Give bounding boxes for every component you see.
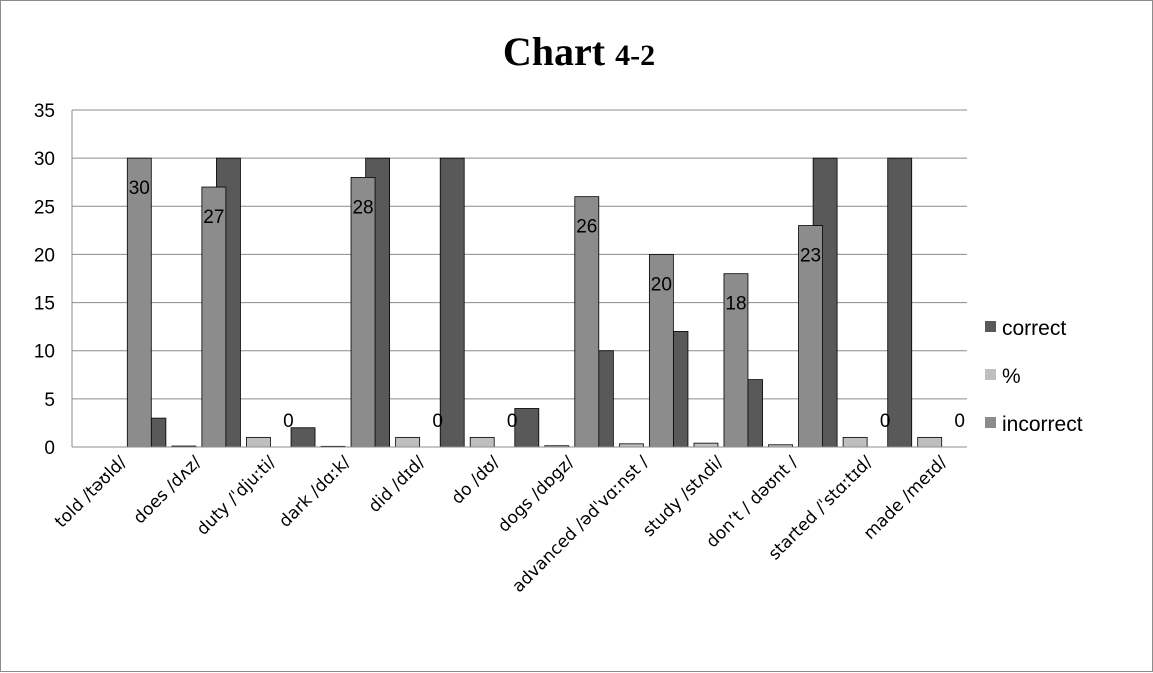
bar--5 (469, 436, 495, 448)
y-axis-ticks: 0 5 10 15 20 25 30 35 (34, 101, 55, 459)
x-tick-label: does /dʌz/ (130, 452, 206, 528)
x-tick-label: told /təʊld/ (51, 452, 131, 532)
legend-swatch (985, 369, 996, 380)
data-label: 27 (203, 207, 224, 228)
bar-incorrect-7 (648, 254, 674, 448)
x-tick-label: duty /ˈdjuːti/ (193, 452, 280, 539)
legend-label: correct (1002, 317, 1066, 340)
bar--8 (693, 442, 719, 448)
data-label: 26 (576, 217, 597, 238)
y-tick-label: 15 (34, 294, 55, 315)
y-tick-label: 10 (34, 342, 55, 363)
y-tick-label: 5 (44, 390, 55, 411)
chart-title-suffix: 4-2 (615, 39, 655, 72)
data-label: 0 (507, 411, 518, 432)
bar--2 (246, 436, 271, 448)
legend: correct% incorrect (985, 317, 1083, 436)
x-tick-label: do /dʊ/ (448, 452, 504, 508)
chart-title: Chart 4-2 (503, 29, 655, 74)
legend-swatch (985, 321, 996, 332)
legend-swatch (985, 417, 996, 428)
bar-incorrect-9 (798, 225, 823, 448)
y-tick-label: 25 (34, 197, 55, 218)
bar-incorrect-8 (723, 273, 749, 448)
legend-label: % (1002, 365, 1021, 388)
bar-incorrect-6 (574, 196, 600, 448)
bar--10 (842, 436, 868, 448)
x-tick-label: did /dɪd/ (365, 452, 430, 517)
data-labels: 30 27 0 28 0 0 26 20 18 23 0 0 (129, 178, 965, 432)
bar-incorrect-0 (126, 157, 152, 448)
bar-correct-3 (290, 427, 316, 448)
y-tick-label: 20 (34, 245, 55, 266)
y-tick-label: 30 (34, 149, 55, 170)
x-tick-label: dogs /dɒgz/ (494, 452, 578, 536)
data-label: 0 (954, 411, 965, 432)
data-label: 18 (725, 294, 746, 315)
bar-correct-6 (514, 408, 540, 448)
data-label: 0 (283, 411, 294, 432)
data-label: 20 (651, 274, 672, 295)
data-label: 0 (880, 411, 891, 432)
data-label: 30 (129, 178, 150, 199)
bar-correct-5 (439, 157, 465, 448)
axes (71, 110, 967, 448)
bar-incorrect-1 (201, 186, 227, 448)
chart-title-main: Chart (503, 29, 606, 74)
bar-correct-11 (887, 157, 913, 448)
bar-incorrect-3 (350, 176, 376, 448)
x-tick-label: advanced /ədˈvɑːnst / (509, 452, 654, 597)
y-tick-label: 0 (44, 438, 55, 459)
x-tick-label: dark /dɑːk/ (275, 452, 354, 531)
bar--11 (917, 436, 943, 448)
bar--4 (395, 436, 421, 448)
x-axis-category-labels: told /təʊld/does /dʌz/duty /ˈdjuːti/dark… (51, 452, 951, 597)
data-label: 23 (800, 246, 821, 267)
y-tick-label: 35 (34, 101, 55, 122)
data-label: 0 (432, 411, 443, 432)
data-label: 28 (352, 197, 373, 218)
legend-label: incorrect (1002, 413, 1083, 436)
